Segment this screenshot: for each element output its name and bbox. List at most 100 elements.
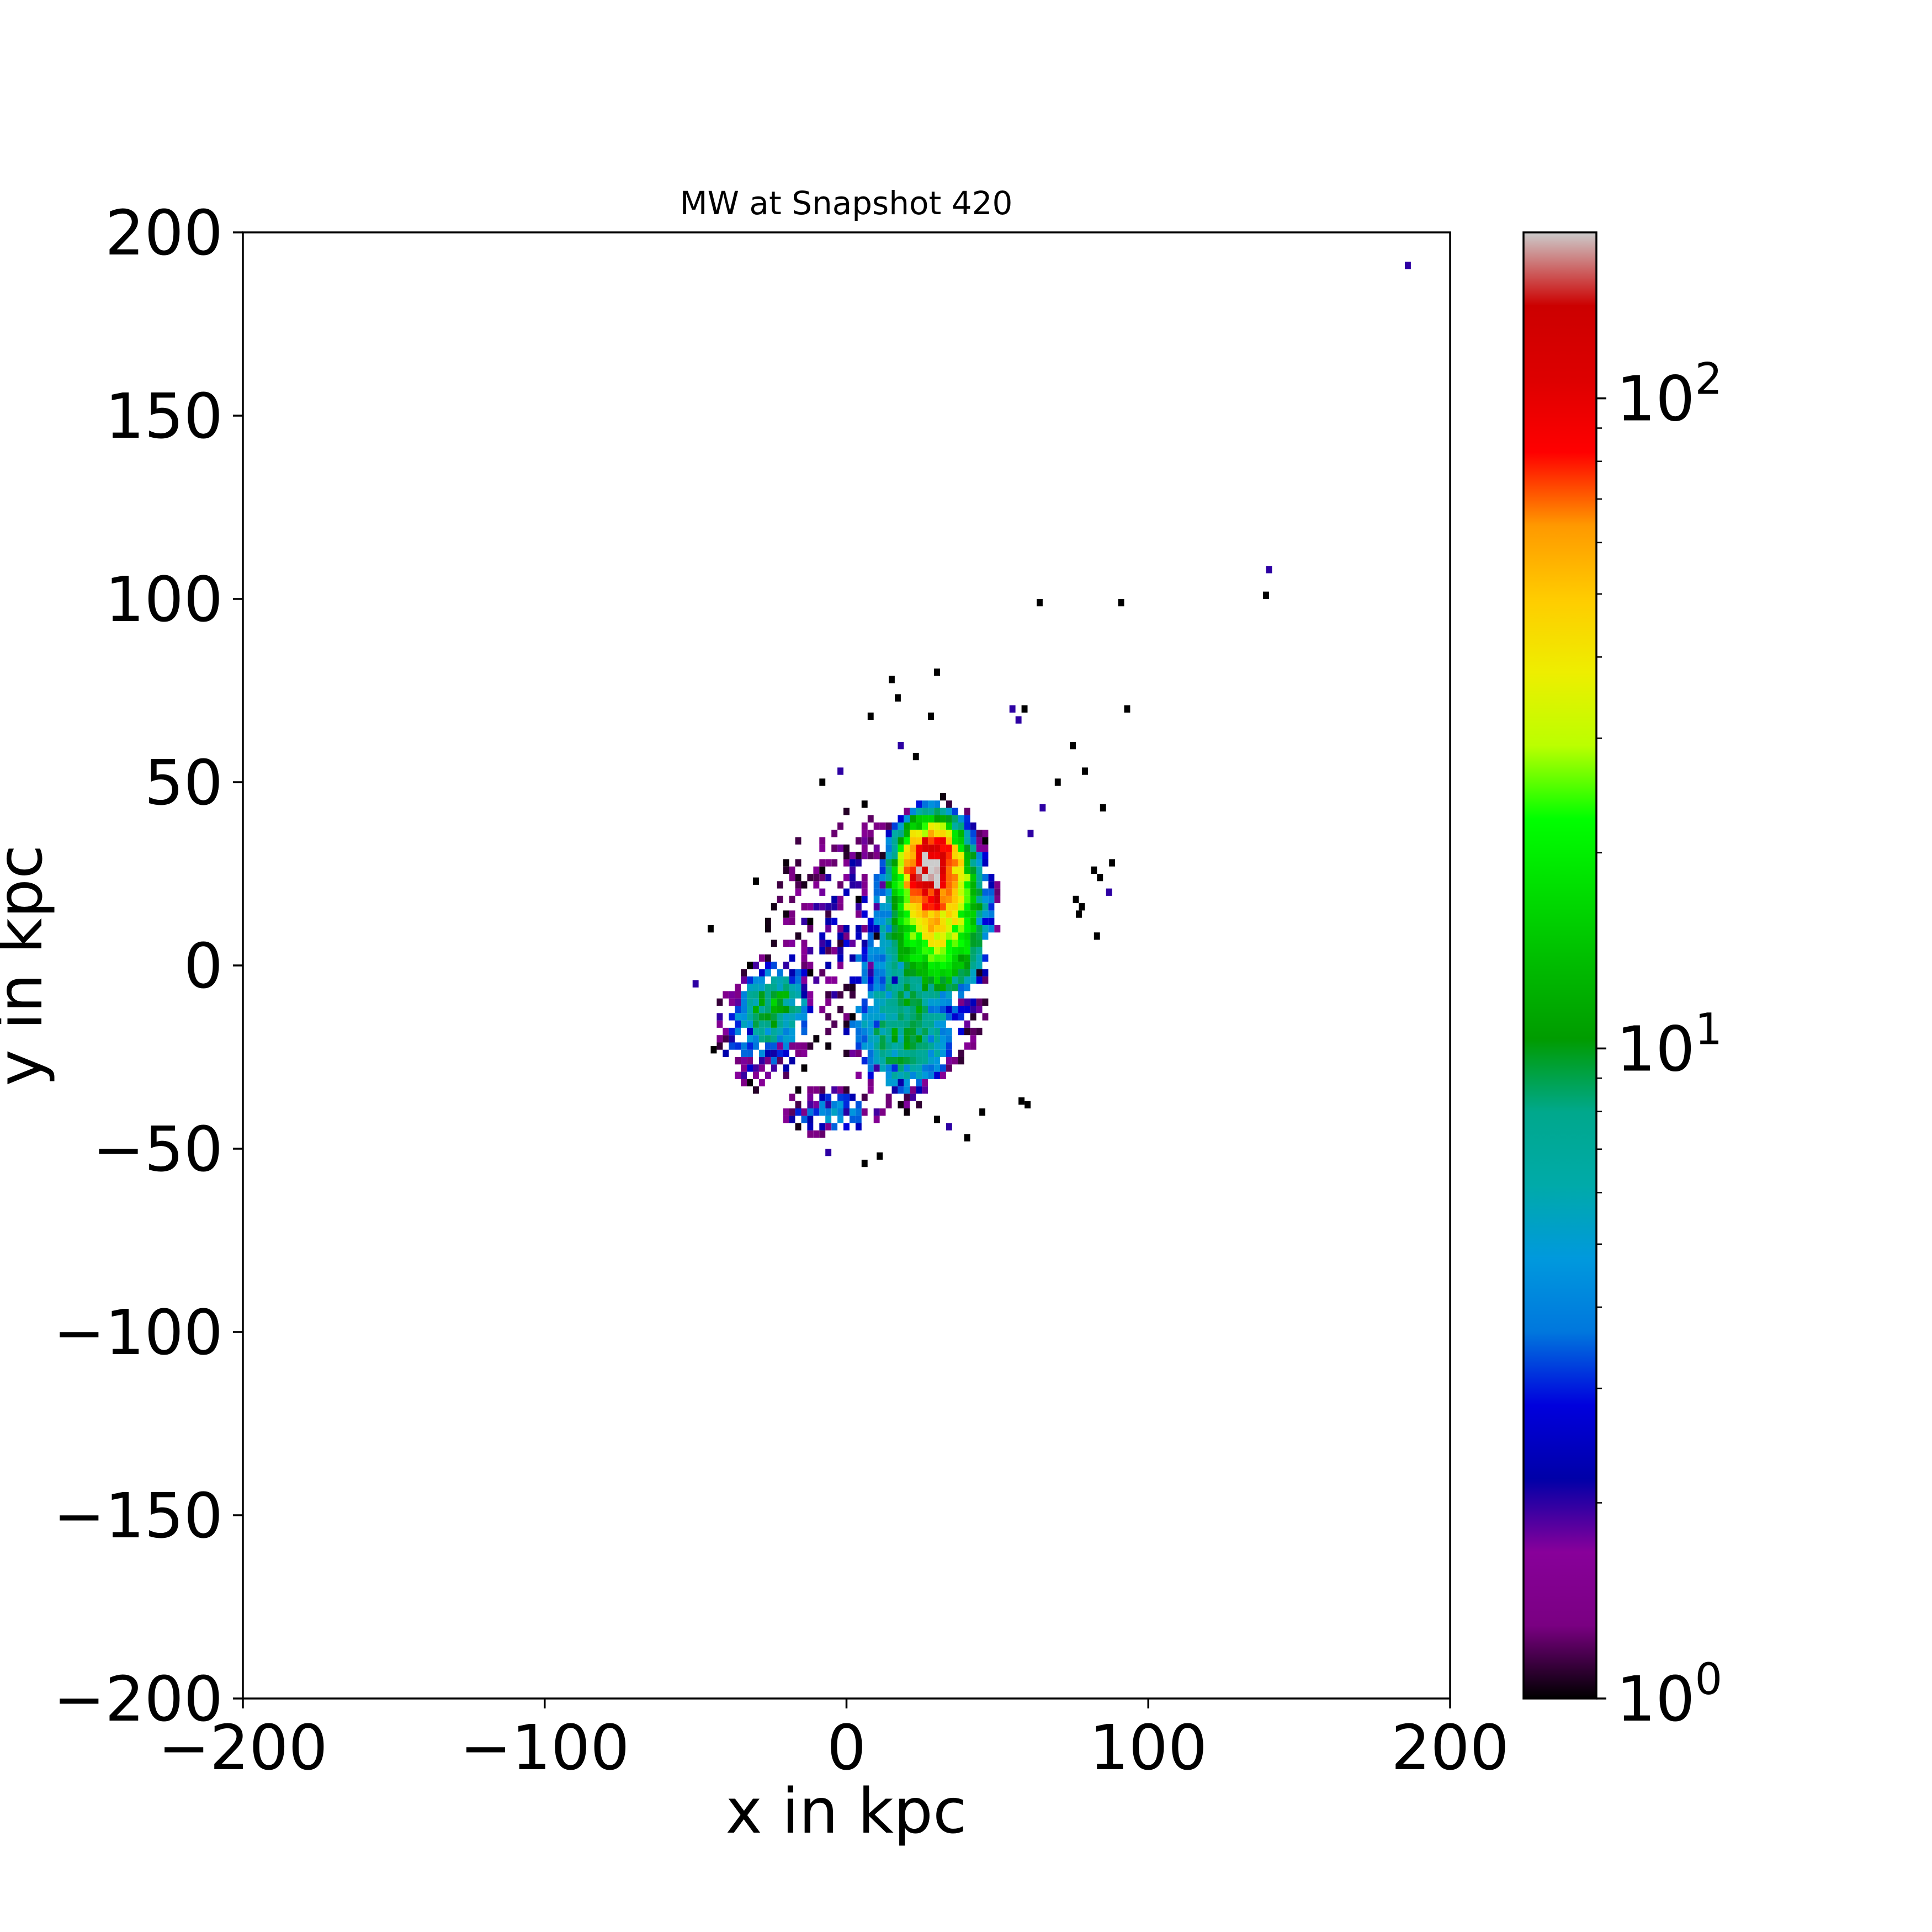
heatmap-bin <box>916 976 922 984</box>
heatmap-bin <box>988 881 995 889</box>
heatmap-bin <box>819 888 826 896</box>
heatmap-bin <box>758 1035 765 1043</box>
heatmap-bin <box>922 954 928 962</box>
heatmap-bin <box>837 1108 843 1116</box>
heatmap-bin <box>885 852 892 859</box>
heatmap-bin <box>964 1042 970 1050</box>
heatmap-bin <box>837 903 843 911</box>
heatmap-bin <box>801 1064 808 1072</box>
heatmap-bin <box>964 910 970 918</box>
heatmap-bin <box>946 969 952 976</box>
heatmap-bin <box>946 1027 952 1036</box>
heatmap-bin <box>789 1042 795 1050</box>
heatmap-bin <box>952 976 958 984</box>
heatmap-bin <box>765 1071 771 1079</box>
heatmap-bin <box>988 917 995 925</box>
heatmap-bin <box>801 962 808 969</box>
heatmap-bin <box>922 991 928 999</box>
heatmap-bin <box>795 976 802 984</box>
heatmap-bin <box>910 895 916 904</box>
heatmap-bin <box>928 962 934 969</box>
heatmap-bin <box>873 852 880 859</box>
heatmap-bin <box>789 940 795 947</box>
heatmap-bin <box>885 837 892 845</box>
heatmap-bin <box>904 969 910 976</box>
heatmap-bin <box>765 1049 771 1057</box>
heatmap-bin <box>940 815 946 823</box>
heatmap-bin <box>1263 591 1269 599</box>
heatmap-bin <box>934 969 940 976</box>
heatmap-bin <box>819 837 826 845</box>
heatmap-bin <box>916 917 922 925</box>
heatmap-bin <box>928 1049 934 1057</box>
heatmap-bin <box>946 830 952 837</box>
heatmap-bin <box>952 822 958 830</box>
heatmap-bin <box>837 932 843 940</box>
heatmap-bin <box>831 947 838 955</box>
heatmap-bin <box>885 1049 892 1057</box>
heatmap-bin <box>879 954 886 962</box>
heatmap-bin <box>1027 830 1034 837</box>
heatmap-bin <box>873 932 880 940</box>
heatmap-bin <box>940 903 946 911</box>
heatmap-bin <box>758 1013 765 1021</box>
heatmap-bin <box>898 932 904 940</box>
heatmap-bin <box>795 932 802 940</box>
heatmap-bin <box>850 866 856 874</box>
x-axis: −200 −100 0 100 200 <box>158 1699 1509 1784</box>
heatmap-bin <box>970 910 976 918</box>
heatmap-bin <box>934 1116 940 1123</box>
heatmap-bin <box>855 1101 862 1108</box>
heatmap-bin <box>801 1108 808 1116</box>
heatmap-bin <box>891 932 898 940</box>
heatmap-bin <box>946 991 952 999</box>
heatmap-bin <box>910 962 916 969</box>
heatmap-bin <box>958 976 964 984</box>
heatmap-bin <box>777 1020 783 1028</box>
heatmap-bin <box>813 1086 820 1094</box>
heatmap-bin <box>946 1123 952 1130</box>
heatmap-bin <box>777 1035 783 1043</box>
heatmap-bin <box>789 1116 795 1123</box>
heatmap-bin <box>861 837 868 845</box>
heatmap-bin <box>946 808 952 815</box>
heatmap-bin <box>819 1123 826 1130</box>
heatmap-bin <box>904 984 910 991</box>
heatmap-bin <box>940 925 946 933</box>
heatmap-bin <box>879 1006 886 1013</box>
heatmap-bin <box>747 1035 753 1043</box>
heatmap-bin <box>898 903 904 911</box>
heatmap-bin <box>837 844 843 852</box>
heatmap-bin <box>873 954 880 962</box>
heatmap-bin <box>777 1057 783 1065</box>
heatmap-bin <box>885 947 892 955</box>
heatmap-bin <box>795 1006 802 1013</box>
heatmap-bin <box>922 1042 928 1050</box>
heatmap-bin <box>928 1013 934 1021</box>
heatmap-bin <box>952 917 958 925</box>
y-tick-label: −200 <box>53 1664 223 1735</box>
heatmap-bin <box>825 1027 832 1036</box>
heatmap-bin <box>946 1057 952 1065</box>
heatmap-bin <box>898 830 904 837</box>
heatmap-bin <box>952 984 958 991</box>
heatmap-bin <box>958 910 964 918</box>
heatmap-bin <box>741 1064 747 1072</box>
heatmap-bin <box>741 1006 747 1013</box>
heatmap-bin <box>1015 716 1022 724</box>
heatmap-bin <box>910 1042 916 1050</box>
heatmap-bin <box>819 947 826 955</box>
heatmap-bin <box>952 925 958 933</box>
heatmap-bin <box>831 976 838 984</box>
heatmap-bin <box>843 1013 850 1021</box>
heatmap-bin <box>747 1049 753 1057</box>
heatmap-bin <box>843 1094 850 1101</box>
heatmap-bin <box>976 1027 983 1036</box>
heatmap-bin <box>940 793 946 801</box>
heatmap-bin <box>910 874 916 882</box>
heatmap-bin <box>741 1013 747 1021</box>
heatmap-bin <box>807 1108 814 1116</box>
y-tick-label: −100 <box>53 1297 223 1369</box>
